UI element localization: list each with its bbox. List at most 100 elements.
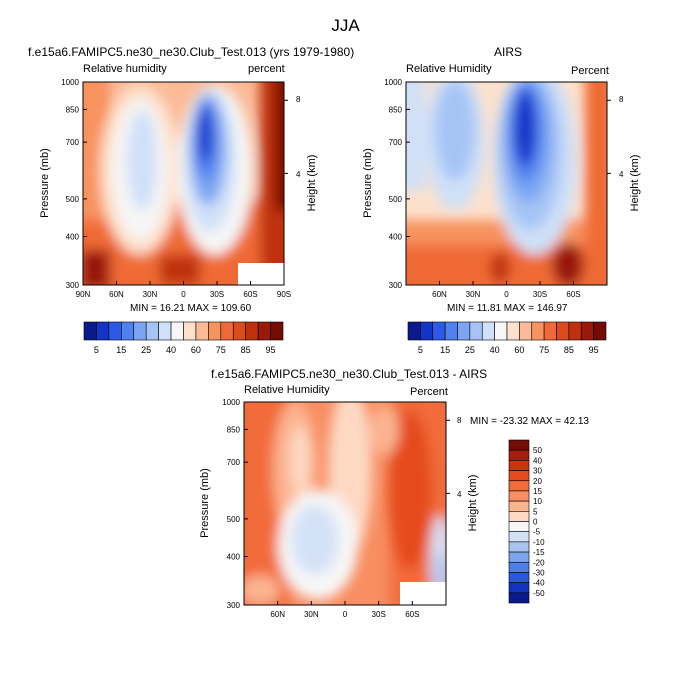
colorbar-label: 5 <box>418 345 423 355</box>
panel-3-axes: 300 400 500 700 850 1000 60N 30N 0 30S 60S <box>222 398 450 619</box>
panel-2-minmax: MIN = 11.81 MAX = 146.97 <box>447 303 568 314</box>
panel-2-height-tick: 4 <box>619 170 624 179</box>
colorbar-swatch <box>508 449 530 461</box>
colorbar-swatch <box>508 521 530 532</box>
colorbar-label: 5 <box>94 345 99 355</box>
colorbar-label: 25 <box>141 345 151 355</box>
colorbar-label: 75 <box>216 345 226 355</box>
colorbar-label: -15 <box>533 548 545 557</box>
x-tick-label: 30S <box>210 290 224 299</box>
panel-1-height-tick: 4 <box>296 170 301 179</box>
panel-1-minmax: MIN = 16.21 MAX = 109.60 <box>130 303 252 314</box>
x-tick-label: 60N <box>109 290 124 299</box>
y-tick-label: 400 <box>389 232 403 241</box>
colorbar-swatch <box>593 321 607 341</box>
y-tick-label: 300 <box>389 281 403 290</box>
panel-2-variable-label: Relative Humidity <box>406 63 492 75</box>
colorbar-label: -40 <box>533 579 545 588</box>
x-tick-label: 30S <box>533 290 547 299</box>
colorbar-swatch <box>508 511 530 522</box>
panel-3-title: f.e15a6.FAMIPC5.ne30_ne30.Club_Test.013 … <box>211 367 488 381</box>
x-tick-label: 30N <box>466 290 481 299</box>
x-tick-label: 60S <box>566 290 580 299</box>
colorbar-label: 10 <box>533 497 542 506</box>
y-tick-label: 500 <box>227 515 241 524</box>
colorbar-label: 40 <box>166 345 176 355</box>
panel-3-minmax: MIN = -23.32 MAX = 42.13 <box>470 416 589 427</box>
y-tick-label: 850 <box>66 105 80 114</box>
panel-1-ylabel: Pressure (mb) <box>39 148 51 218</box>
colorbar-label: 20 <box>533 477 542 486</box>
colorbar-swatch <box>508 551 530 563</box>
panel-1-field <box>83 82 284 285</box>
colorbar-label: -50 <box>533 589 545 598</box>
colorbar-label: 85 <box>564 345 574 355</box>
panel-1-axes: 300 400 500 700 850 1000 90N 60N 30N 0 30S 60S 90S <box>61 78 291 299</box>
y-tick-label: 300 <box>66 281 80 290</box>
colorbar-model: 5 15 25 40 60 75 85 95 <box>83 321 284 355</box>
colorbar-swatch <box>508 582 530 594</box>
colorbar-swatch <box>270 321 284 341</box>
colorbar-label: 15 <box>116 345 126 355</box>
colorbar-swatch <box>508 572 530 583</box>
panel-3-ylabel: Pressure (mb) <box>199 468 211 538</box>
panel-2-units-label: Percent <box>571 65 609 77</box>
colorbar-label: 15 <box>533 487 542 496</box>
y-tick-label: 700 <box>389 138 403 147</box>
colorbar-label: 5 <box>533 507 538 516</box>
x-tick-label: 90S <box>277 290 291 299</box>
y-tick-label: 850 <box>227 425 241 434</box>
y-tick-label: 700 <box>66 138 80 147</box>
panel-1-y2label: Height (km) <box>306 155 318 212</box>
panel-3-height-tick: 8 <box>457 416 462 425</box>
colorbar-swatch <box>508 541 530 553</box>
x-tick-label: 60N <box>270 610 285 619</box>
x-tick-label: 30N <box>304 610 319 619</box>
panel-2-field <box>406 82 607 285</box>
colorbar-swatch <box>508 470 530 482</box>
colorbar-swatch <box>508 480 530 492</box>
colorbar-label: 95 <box>589 345 599 355</box>
panel-2-axes: 300 400 500 700 850 1000 60N 30N 0 30S 60S <box>384 78 611 299</box>
x-tick-label: 60S <box>405 610 419 619</box>
colorbar-airs: 5 15 25 40 60 75 85 95 <box>407 321 607 355</box>
y-tick-label: 400 <box>66 232 80 241</box>
x-tick-label: 30N <box>143 290 158 299</box>
y-tick-label: 400 <box>227 552 241 561</box>
colorbar-label: 85 <box>241 345 251 355</box>
panel-2-ylabel: Pressure (mb) <box>362 148 374 218</box>
panel-3-y2label: Height (km) <box>467 475 479 532</box>
colorbar-swatch <box>508 490 530 502</box>
colorbar-label: -5 <box>533 528 541 537</box>
panel-2-title: AIRS <box>494 45 523 59</box>
colorbar-label: 0 <box>533 518 538 527</box>
colorbar-swatch <box>508 531 530 543</box>
x-tick-label: 60S <box>243 290 257 299</box>
colorbar-label: 95 <box>266 345 276 355</box>
colorbar-swatch <box>508 592 530 604</box>
x-tick-label: 0 <box>343 610 348 619</box>
colorbar-label: -20 <box>533 558 545 567</box>
panel-1-variable-label: Relative humidity <box>83 63 167 75</box>
colorbar-label: 60 <box>514 345 524 355</box>
colorbar-swatch <box>508 500 530 512</box>
colorbar-label: -10 <box>533 538 545 547</box>
x-tick-label: 90N <box>76 290 91 299</box>
colorbar-label: 40 <box>533 456 542 465</box>
colorbar-swatch <box>508 561 530 573</box>
y-tick-label: 1000 <box>384 78 402 87</box>
y-tick-label: 300 <box>227 601 241 610</box>
x-tick-label: 0 <box>181 290 186 299</box>
colorbar-swatch <box>508 439 530 451</box>
x-tick-label: 30S <box>372 610 386 619</box>
x-tick-label: 60N <box>432 290 447 299</box>
colorbar-swatch <box>508 460 530 471</box>
y-tick-label: 500 <box>66 195 80 204</box>
colorbar-label: -30 <box>533 568 545 577</box>
y-tick-label: 1000 <box>61 78 79 87</box>
x-tick-label: 0 <box>504 290 509 299</box>
